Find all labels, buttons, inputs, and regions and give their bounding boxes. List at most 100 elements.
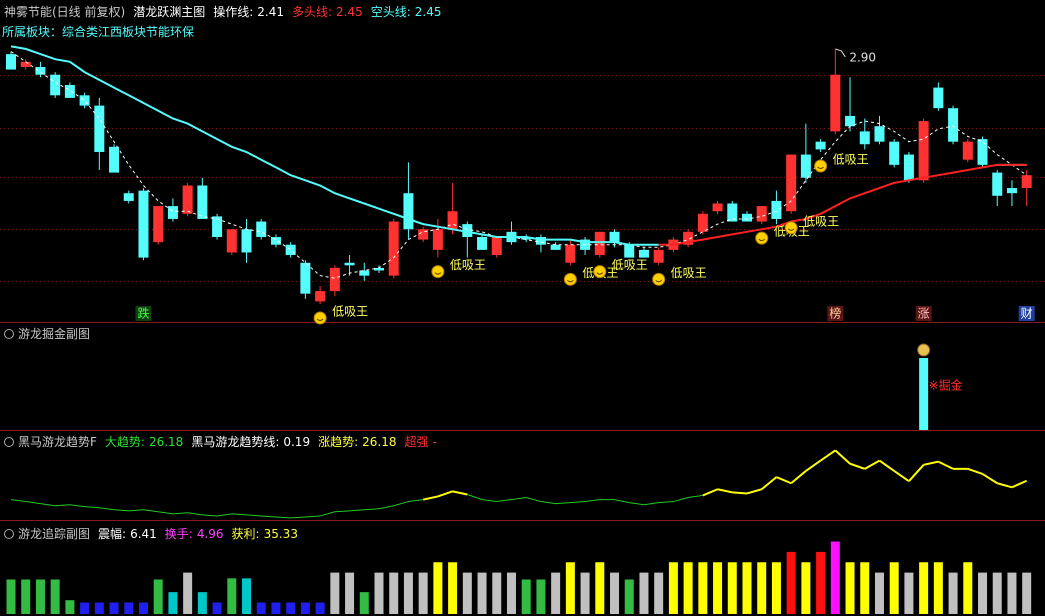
bar [595,562,605,614]
trend-segment [84,506,100,509]
bar [521,579,531,614]
high-pointer [835,48,846,58]
trend-segment [834,449,851,465]
trend-segment [496,499,512,503]
bar [639,572,649,614]
panel-header: 游龙追踪副图 震幅: 6.41 换手: 4.96 获利: 35.33 [18,526,298,542]
bar [212,602,222,614]
bar [286,602,296,614]
trend-segment [717,488,733,494]
indicator-line [658,163,1027,246]
readout-value: 26.18 [362,435,397,449]
bar [860,562,870,614]
bar [448,562,458,614]
readout-label: 空头线: [370,5,411,19]
bar [933,562,943,614]
bar [919,358,929,430]
signal-smiley [652,272,666,286]
trend-segment [643,502,659,506]
signal-label: 低吸王 [612,258,648,272]
readout-label: 获利: [231,527,260,541]
candle-body [270,236,281,245]
bar [845,562,855,614]
trend-segment [981,473,998,485]
bar [963,562,973,614]
candle-body [712,203,723,212]
candle-body [388,221,399,276]
candle-body [35,66,46,75]
panel-header: 游龙掘金副图 [18,326,90,342]
bar [168,592,178,614]
signal-label: 低吸王 [671,266,707,280]
high-label: 2.90 [849,50,876,64]
trend-segment [526,497,542,503]
readout-label: 涨趋势: [318,435,359,449]
candle-body [565,244,576,263]
candle-body [550,244,561,250]
sector-subtitle: 所属板块：综合类江西板块节能环保 [2,25,195,39]
smiley-mouth [567,279,574,283]
readout: 空头线: 2.45 [371,4,442,20]
bar [227,578,237,614]
candle-body [241,229,252,253]
trend-segment [290,516,306,519]
bar [757,562,767,614]
trend-segment [349,509,365,512]
smiley-mouth [596,272,604,275]
candle-body [109,146,120,173]
bar [801,562,811,614]
candle-body [756,206,767,222]
bar [654,572,664,614]
trend-segment [364,508,380,511]
readout-value: 26.18 [148,435,184,449]
bar [978,572,988,614]
bar [874,572,884,614]
candle-body [815,141,826,150]
grid-dots [0,75,1045,282]
bar [35,579,45,614]
readout-value: 4.96 [196,527,224,541]
bar [300,602,310,614]
trend-segment [1011,479,1028,489]
trend-segment [261,515,276,518]
readout-value: - [432,435,437,449]
bar [94,602,104,614]
indicator-name: 潜龙跃渊主图 [133,5,206,19]
bar [242,578,252,614]
candle-body [992,172,1003,196]
bar [80,602,90,614]
bar [727,562,737,614]
smiley-mouth [316,318,324,321]
candle-body [359,270,370,276]
signal-smiley [755,231,769,245]
candle-body [1021,175,1032,189]
signal-smiley [814,159,828,173]
readout-label: 超强 [404,435,429,449]
candle-body [123,193,134,201]
event-label: 财 [1021,307,1033,321]
bar [197,592,207,614]
trend-segment [187,512,203,516]
panel-frame [0,322,1045,521]
candle-body [285,244,296,256]
bar [565,562,575,614]
readout-value: 2.45 [414,5,442,19]
trend-segment [614,499,630,504]
bar [138,602,148,614]
trend-segment [437,490,453,498]
readout-label: 操作线: [213,5,254,19]
bar [742,562,752,614]
bar [330,572,340,614]
candle-body [477,236,488,250]
trend-segment [55,504,70,507]
candle-body [447,211,458,230]
bar [6,579,16,614]
signal-label: 低吸王 [450,258,486,272]
bar [21,579,31,614]
trend-segment [334,510,350,513]
bar-label: ※掘金 [929,378,963,393]
bar [50,579,60,614]
candle-body [845,115,856,127]
candle-body [138,190,149,258]
bar [1007,572,1017,614]
